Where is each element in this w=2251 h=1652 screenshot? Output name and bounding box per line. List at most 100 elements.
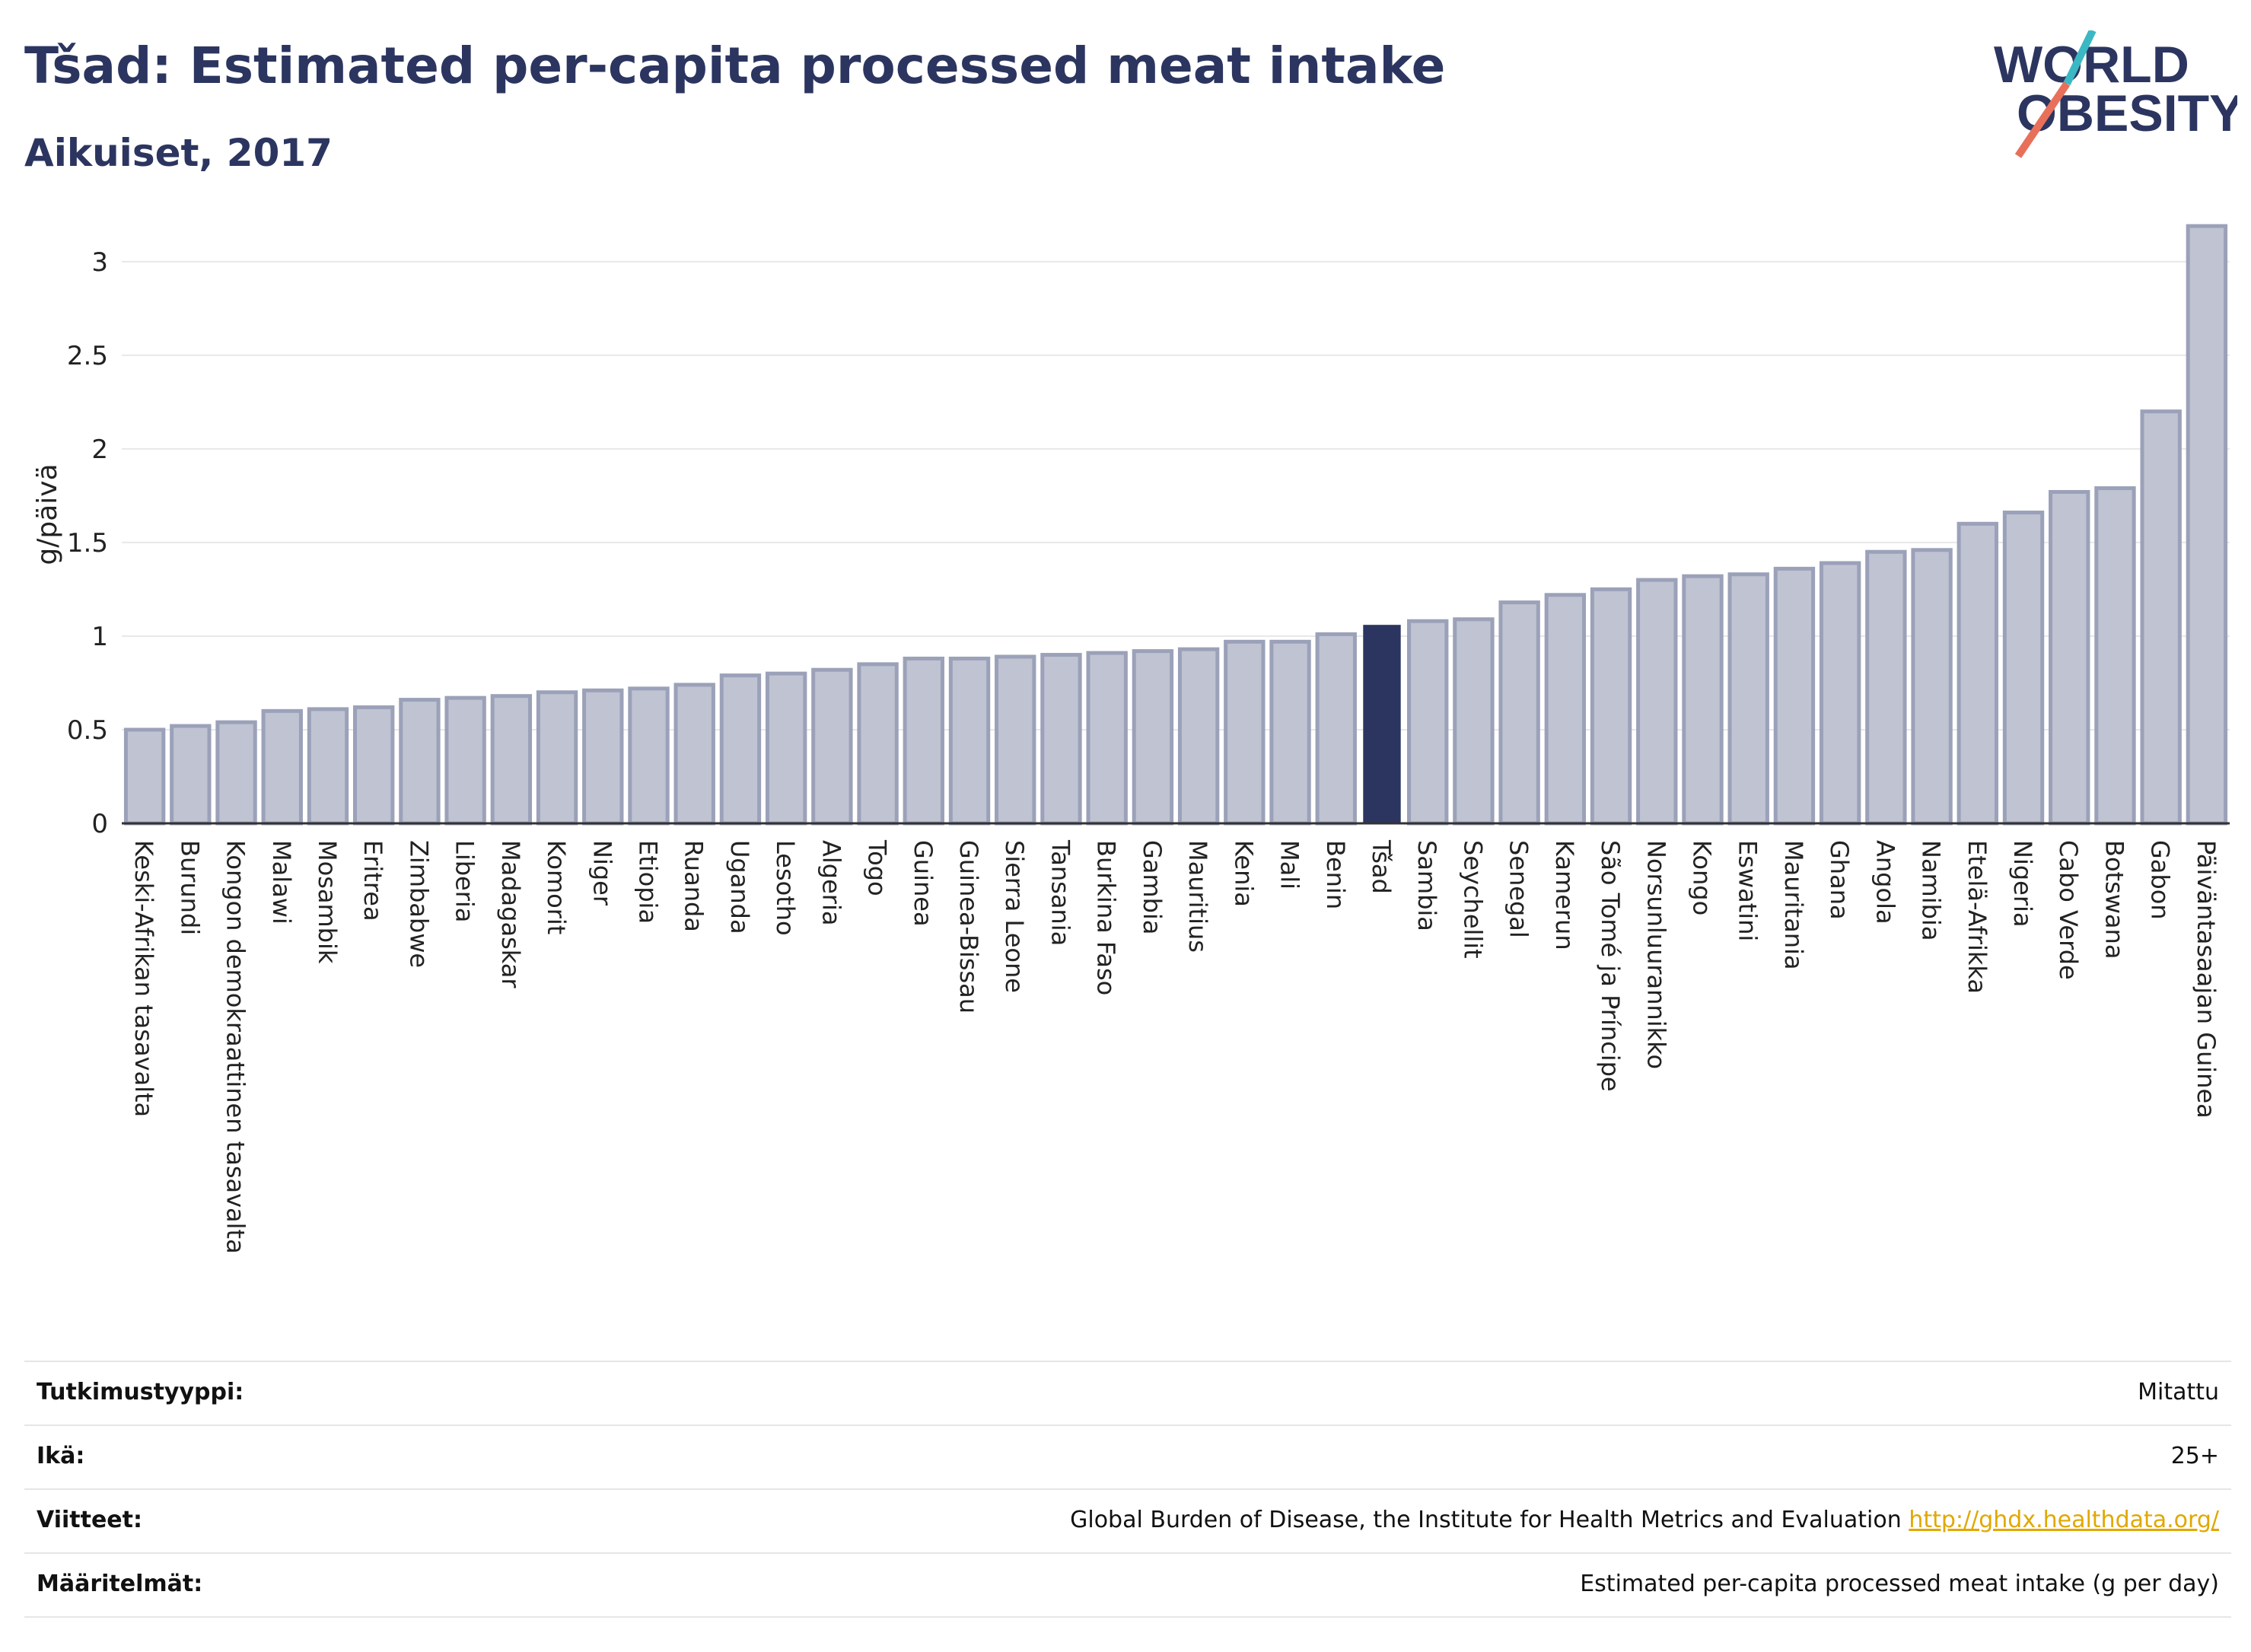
bar — [2140, 409, 2182, 826]
bar — [1590, 587, 1632, 826]
bar — [307, 707, 349, 826]
x-tick-label: Keski-Afrikan tasavalta — [129, 840, 158, 1117]
x-tick-label: Angola — [1871, 840, 1899, 925]
x-tick-label: Burkina Faso — [1092, 840, 1121, 995]
bar — [2094, 486, 2136, 826]
y-tick-label: 3 — [91, 247, 108, 278]
bar — [1224, 639, 1266, 826]
reference-link[interactable]: http://ghdx.healthdata.org/ — [1909, 1507, 2219, 1533]
bar — [215, 720, 257, 826]
page-title: Tšad: Estimated per-capita processed mea… — [24, 37, 1446, 95]
bar-chart: 0 0.5 1 1.5 2 2.5 3 g/päivä Keski-Afrikan tasava… — [32, 224, 2230, 1254]
meta-row-age: Ikä: 25+ — [24, 1424, 2231, 1488]
x-tick-label: Eritrea — [358, 840, 387, 921]
x-tick-label: Kenia — [1229, 840, 1258, 907]
bar — [444, 695, 486, 826]
meta-value-references: Global Burden of Disease, the Institute … — [1070, 1507, 2219, 1533]
bar — [995, 654, 1036, 826]
bar — [765, 671, 807, 826]
x-tick-label: Togo — [863, 839, 892, 896]
x-tick-label: Sierra Leone — [1000, 840, 1029, 993]
x-tick-label: Sambia — [1412, 840, 1441, 931]
x-tick-label: Tšad — [1367, 839, 1396, 894]
bar — [399, 698, 441, 826]
metadata-table: Tutkimustyyppi: Mitattu Ikä: 25+ Viittee… — [24, 1361, 2231, 1618]
meta-row-study-type: Tutkimustyyppi: Mitattu — [24, 1361, 2231, 1424]
bar — [123, 727, 166, 826]
x-tick-label: Niger — [587, 840, 616, 906]
bar — [628, 686, 670, 826]
meta-row-definitions: Määritelmät: Estimated per-capita proces… — [24, 1552, 2231, 1618]
bar — [2049, 489, 2090, 826]
bar — [811, 667, 853, 826]
meta-label: Ikä: — [37, 1443, 85, 1469]
x-tick-label: Madagaskar — [496, 840, 525, 988]
x-tick-label: Komorit — [542, 840, 571, 934]
bar — [1269, 639, 1311, 826]
x-tick-label: Guinea — [909, 840, 938, 927]
x-tick-label: Botswana — [2100, 840, 2128, 959]
y-tick-label: 1.5 — [67, 528, 108, 559]
x-tick-label: Mauritius — [1183, 840, 1212, 953]
bar — [1636, 578, 1678, 826]
bar — [857, 662, 899, 826]
bar — [1956, 521, 1998, 826]
x-tick-label: Mosambik — [313, 840, 342, 964]
meta-value: Estimated per-capita processed meat inta… — [1580, 1571, 2219, 1597]
bar — [673, 683, 715, 826]
logo-slash-teal — [2063, 30, 2097, 86]
x-tick-label: Ruanda — [680, 840, 708, 932]
bar — [903, 656, 944, 826]
x-tick-label: Algeria — [817, 840, 845, 925]
bar — [1086, 651, 1128, 826]
x-tick-label: Senegal — [1504, 840, 1533, 938]
x-tick-label: Päiväntasaajan Guinea — [2192, 840, 2221, 1119]
x-tick-label: Gabon — [2146, 840, 2175, 920]
bar-highlight — [1363, 625, 1401, 823]
bar — [170, 724, 212, 826]
bar — [1682, 574, 1724, 826]
bar — [1040, 653, 1082, 826]
bar — [2186, 224, 2228, 826]
x-tick-label: Eswatini — [1734, 840, 1762, 941]
y-tick-label: 0.5 — [67, 715, 108, 746]
bar — [2002, 511, 2045, 826]
bar — [353, 705, 395, 826]
x-tick-label: Lesotho — [771, 840, 800, 936]
y-tick-label: 2 — [91, 434, 108, 465]
x-tick-label: Ghana — [1825, 840, 1854, 920]
bar — [1773, 566, 1816, 826]
logo-world-text: WORLD — [1994, 36, 2189, 94]
x-tick-label: Kongon demokraattinen tasavalta — [221, 840, 250, 1254]
bar — [261, 708, 303, 826]
x-tick-label: Uganda — [725, 840, 754, 934]
x-tick-label: Malawi — [267, 840, 296, 925]
y-tick-label: 2.5 — [67, 341, 108, 371]
reference-text: Global Burden of Disease, the Institute … — [1070, 1507, 1902, 1533]
meta-label: Tutkimustyyppi: — [37, 1379, 244, 1405]
meta-label: Viitteet: — [37, 1507, 142, 1533]
x-tick-label: Seychellit — [1458, 840, 1487, 959]
x-tick-label: Namibia — [1917, 840, 1946, 941]
x-tick-label: Etelä-Afrikka — [1963, 840, 1992, 994]
x-tick-label: Zimbabwe — [404, 840, 433, 968]
bar — [582, 688, 624, 826]
x-tick-label: Tansania — [1046, 839, 1075, 946]
logo-slash-red — [2014, 81, 2071, 158]
bar — [1177, 647, 1220, 826]
bar — [1407, 619, 1449, 826]
bar — [1911, 548, 1953, 826]
x-tick-label: Etiopia — [634, 840, 663, 924]
x-tick-label: Mali — [1275, 840, 1304, 890]
x-tick-label: Kongo — [1688, 840, 1717, 915]
logo-obesity-text: OBESITY — [2017, 84, 2237, 142]
meta-value: Mitattu — [2138, 1379, 2219, 1405]
y-tick-label: 1 — [91, 622, 108, 652]
bar — [490, 694, 533, 826]
bar — [1132, 649, 1174, 826]
bar — [948, 656, 991, 826]
bar — [1453, 617, 1495, 826]
x-tick-label: Gambia — [1138, 840, 1167, 934]
x-tick-label: Burundi — [175, 840, 204, 935]
page-subtitle: Aikuiset, 2017 — [24, 131, 333, 175]
